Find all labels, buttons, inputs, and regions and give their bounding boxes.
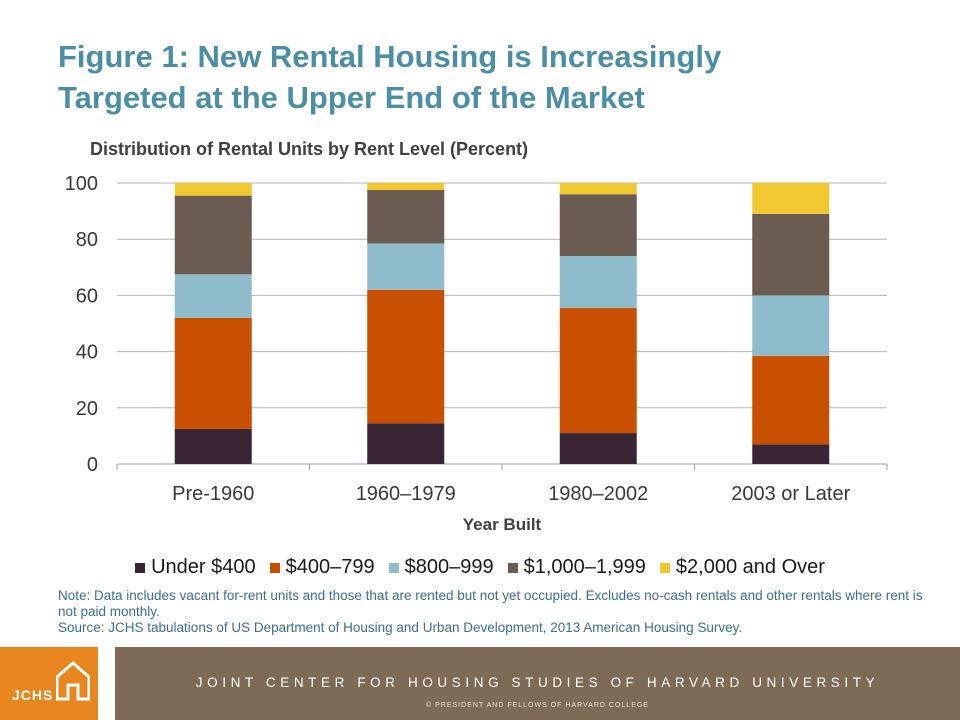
legend-label: $2,000 and Over — [675, 556, 825, 578]
legend-item: Under $400 — [135, 556, 256, 579]
x-tick-label: 1980–2002 — [548, 483, 648, 505]
bar-segment — [752, 444, 830, 464]
source-text: Source: JCHS tabulations of US Departmen… — [58, 620, 743, 635]
title-line-2: Targeted at the Upper End of the Market — [58, 80, 645, 115]
bar-segment — [367, 289, 445, 424]
jchs-logo: JCHS — [0, 647, 98, 720]
legend-item: $400–799 — [269, 556, 375, 579]
legend-label: $1,000–1,999 — [523, 556, 646, 578]
legend-label: $800–999 — [404, 556, 494, 578]
legend-item: $1,000–1,999 — [507, 556, 646, 579]
bar-segment — [752, 183, 830, 214]
note-text: Note: Data includes vacant for-rent unit… — [58, 588, 923, 619]
slide-title: Figure 1: New Rental Housing is Increasi… — [58, 36, 938, 118]
x-tick-label: 2003 or Later — [731, 483, 850, 505]
chart-legend: Under $400 $400–799 $800–999 $1,000–1,999 $2… — [0, 556, 960, 579]
bar-segment — [367, 243, 445, 290]
legend-swatch — [269, 562, 280, 573]
logo-text: JCHS — [12, 687, 54, 703]
legend-item: $2,000 and Over — [659, 556, 825, 579]
bar-segment — [559, 308, 637, 434]
notes-block: Note: Data includes vacant for-rent unit… — [58, 588, 928, 636]
y-tick-label: 40 — [76, 342, 98, 364]
y-tick-label: 100 — [65, 173, 98, 195]
bar-segment — [752, 355, 830, 445]
bar-segment — [559, 194, 637, 257]
copyright-text: © PRESIDENT AND FELLOWS OF HARVARD COLLE… — [426, 702, 649, 709]
legend-label: Under $400 — [151, 556, 256, 578]
bar-segment — [752, 213, 830, 296]
legend-swatch — [135, 562, 146, 573]
legend-item: $800–999 — [388, 556, 494, 579]
bar-segment — [174, 274, 252, 318]
bar-segment — [559, 183, 637, 195]
legend-swatch — [388, 562, 399, 573]
legend-swatch — [659, 562, 670, 573]
bar-segment — [174, 183, 252, 196]
organization-name: JOINT CENTER FOR HOUSING STUDIES OF HARV… — [195, 675, 880, 690]
bar-segment — [367, 423, 445, 464]
y-tick-label: 60 — [76, 285, 98, 307]
chart-title: Distribution of Rental Units by Rent Lev… — [90, 139, 529, 159]
bar-segment — [174, 195, 252, 275]
bar-segment — [174, 428, 252, 464]
y-tick-label: 0 — [87, 454, 98, 476]
legend-label: $400–799 — [285, 556, 375, 578]
x-tick-label: 1960–1979 — [356, 483, 456, 505]
legend-swatch — [507, 562, 518, 573]
x-axis-label: Year Built — [463, 515, 542, 534]
stacked-bar-chart: 0 20 40 60 80 100 Pre-1960 1960–1979 1980–2002 20… — [65, 173, 888, 534]
bar-segment — [174, 317, 252, 429]
house-icon — [56, 661, 90, 701]
y-tick-label: 20 — [76, 398, 98, 420]
bar-segment — [559, 256, 637, 309]
footer-bar: JOINT CENTER FOR HOUSING STUDIES OF HARV… — [115, 647, 960, 720]
y-tick-label: 80 — [76, 229, 98, 251]
x-tick-label: Pre-1960 — [172, 483, 254, 505]
bar-segment — [752, 295, 830, 356]
title-line-1: Figure 1: New Rental Housing is Increasi… — [58, 39, 722, 74]
bar-segment — [367, 190, 445, 244]
bar-segment — [559, 433, 637, 464]
bar-segment — [367, 183, 445, 191]
